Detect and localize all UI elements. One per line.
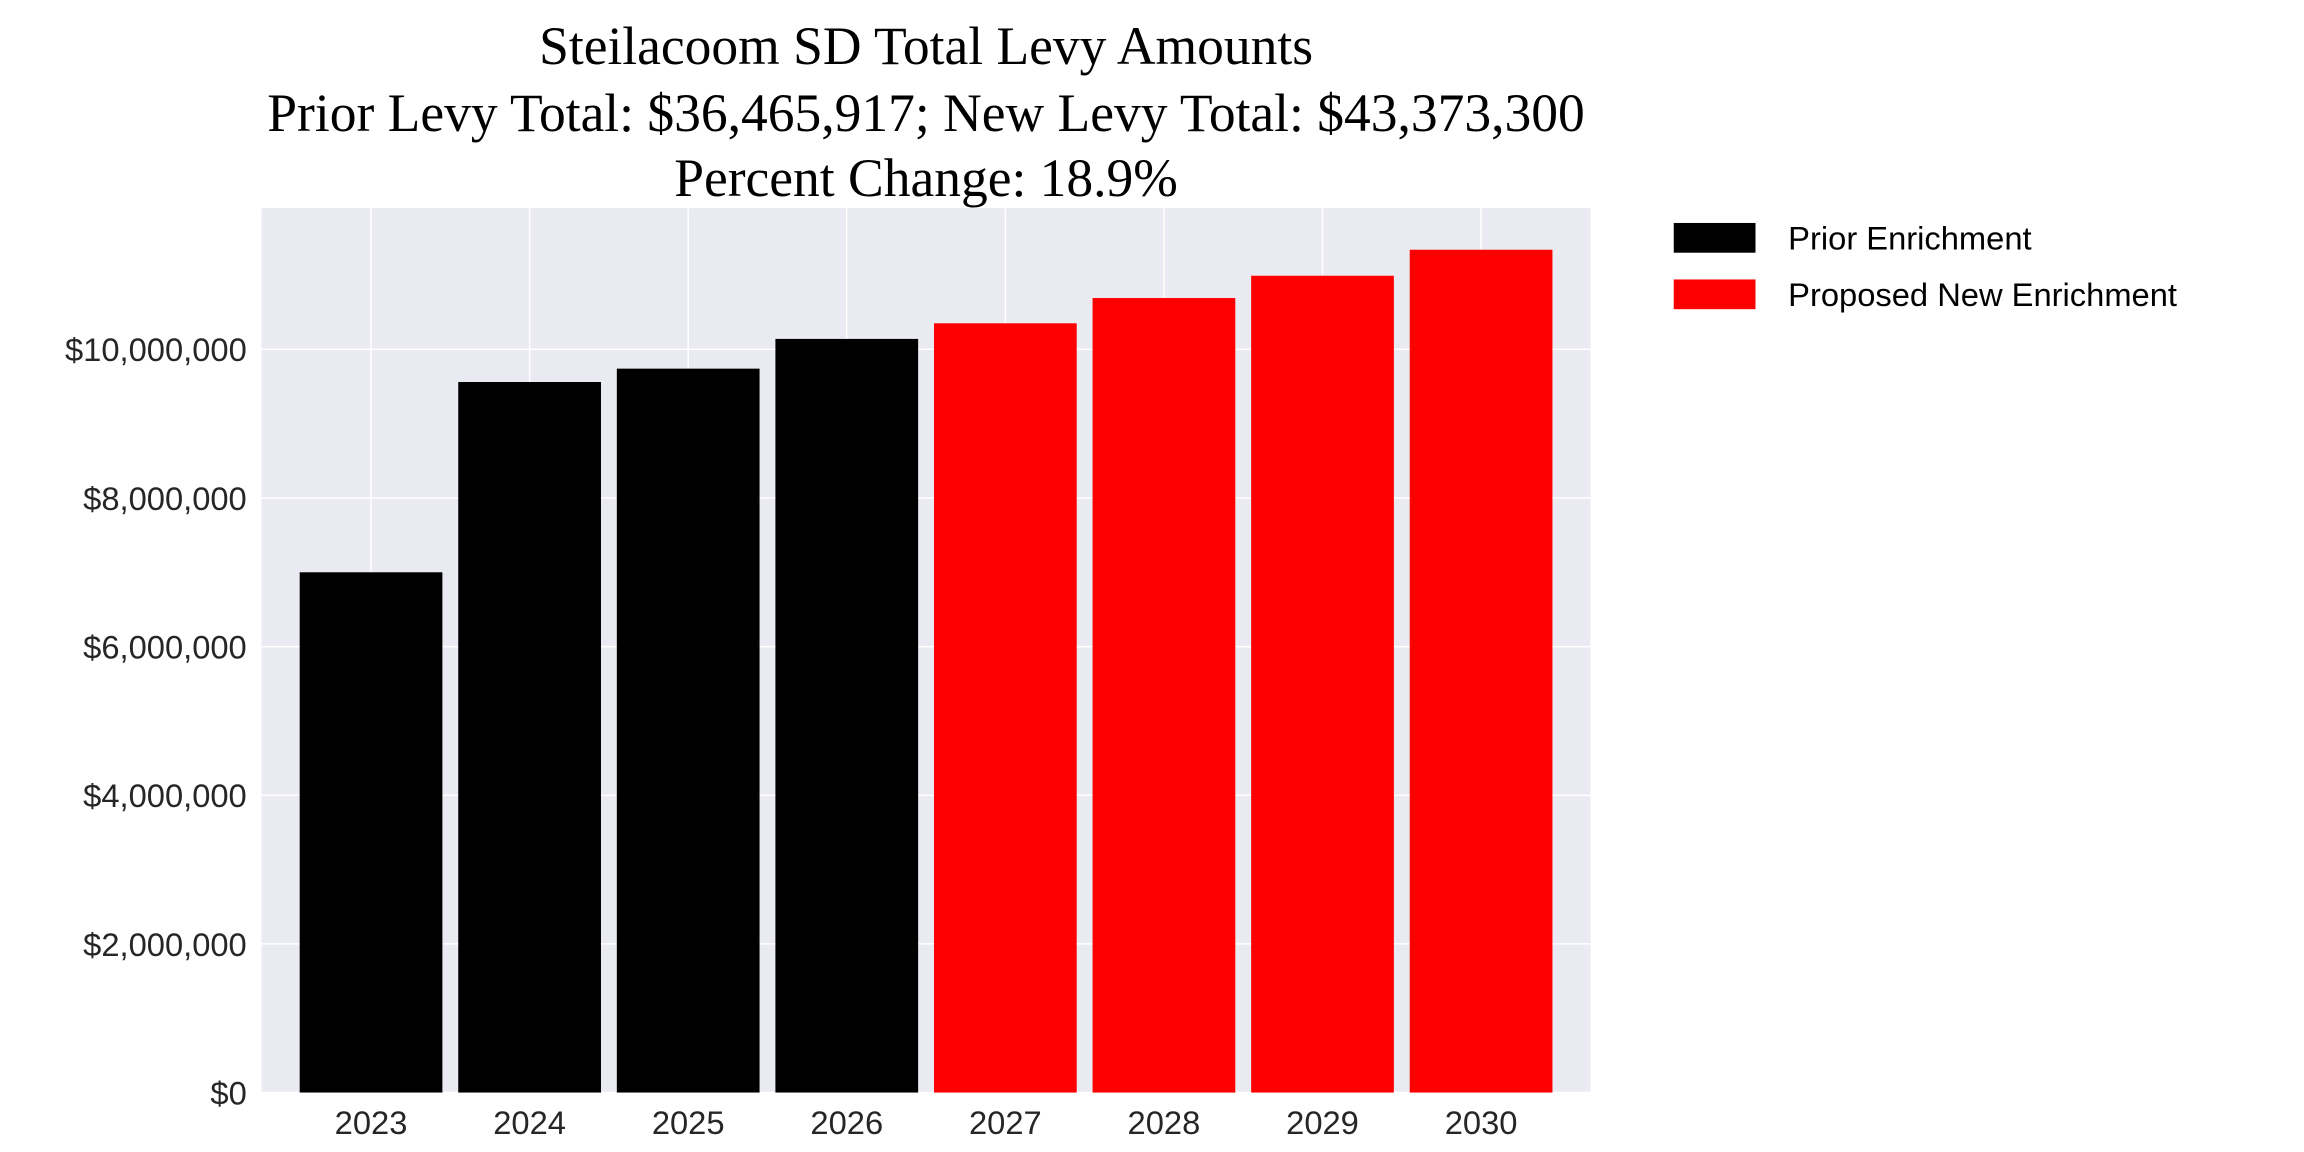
bar-2025: [616, 368, 760, 1093]
y-tick-label: $8,000,000: [83, 480, 247, 517]
bar-2023: [299, 572, 443, 1093]
bar-2028: [1092, 298, 1236, 1093]
chart-title: Steilacoom SD Total Levy Amounts: [539, 16, 1313, 76]
x-tick-label: 2026: [810, 1104, 883, 1141]
x-tick-label: 2030: [1445, 1104, 1518, 1141]
x-tick-label: 2029: [1286, 1104, 1359, 1141]
x-tick-label: 2027: [969, 1104, 1042, 1141]
bar-2027: [933, 323, 1077, 1093]
x-tick-label: 2028: [1128, 1104, 1201, 1141]
x-tick-label: 2025: [652, 1104, 725, 1141]
bar-2024: [458, 382, 601, 1093]
y-tick-label: $10,000,000: [65, 331, 247, 368]
bar-2030: [1409, 249, 1553, 1093]
legend-label: Prior Enrichment: [1788, 220, 2031, 257]
bar-2026: [775, 338, 919, 1093]
y-tick-label: $4,000,000: [83, 777, 247, 814]
legend-label: Proposed New Enrichment: [1788, 276, 2177, 313]
chart-subtitle-1: Prior Levy Total: $36,465,917; New Levy …: [267, 83, 1584, 143]
legend-swatch: [1673, 222, 1756, 253]
y-tick-label: $2,000,000: [83, 926, 247, 963]
chart-subtitle-2: Percent Change: 18.9%: [674, 148, 1178, 208]
bar-2029: [1251, 275, 1394, 1093]
legend-swatch: [1673, 279, 1756, 310]
x-tick-label: 2024: [493, 1104, 566, 1141]
y-tick-label: $6,000,000: [83, 628, 247, 665]
y-tick-label: $0: [210, 1074, 246, 1111]
x-tick-label: 2023: [335, 1104, 408, 1141]
